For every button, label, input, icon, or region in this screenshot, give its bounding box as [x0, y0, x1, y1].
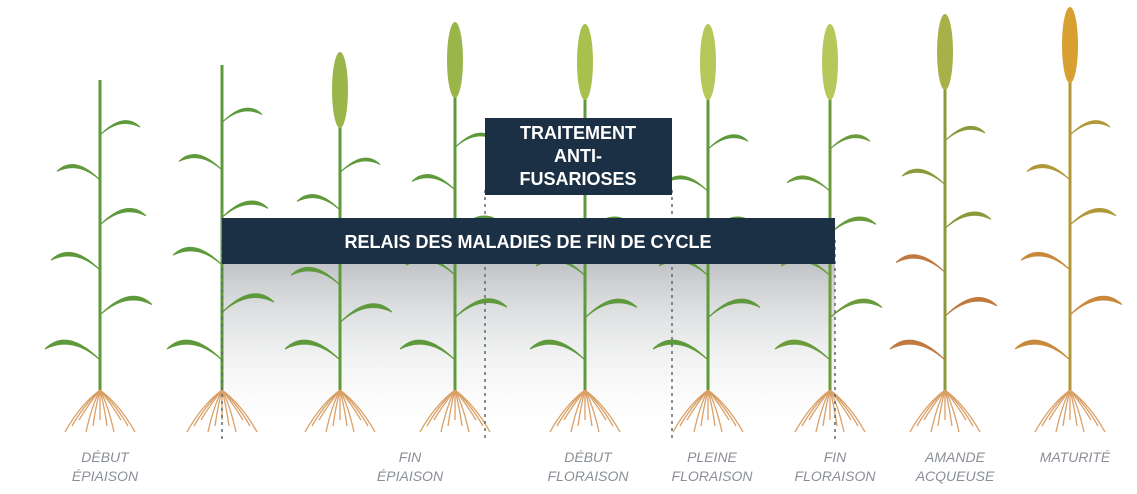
leaf — [944, 211, 992, 229]
root — [829, 389, 866, 433]
root — [707, 389, 744, 433]
leaf — [774, 339, 831, 361]
leaf — [290, 266, 341, 286]
treatment-line: FUSARIOSES — [519, 169, 636, 189]
leaf — [99, 120, 141, 136]
leaf — [296, 194, 341, 211]
root — [1069, 389, 1106, 433]
leaf — [172, 246, 223, 266]
leaf — [829, 298, 883, 319]
leaf — [166, 339, 223, 361]
leaf — [339, 157, 381, 173]
leaf — [50, 251, 101, 271]
root — [937, 389, 946, 427]
stage-label: FLORAISON — [672, 468, 754, 484]
stage-label: FLORAISON — [795, 468, 877, 484]
spike — [332, 52, 348, 128]
root — [577, 389, 586, 427]
leaf — [99, 207, 147, 226]
stage-labels: DÉBUT ÉPIAISON FIN ÉPIAISON DÉBUT FLORAISON PL… — [72, 449, 1111, 484]
banner — [222, 218, 835, 264]
leaf — [1069, 295, 1123, 316]
root — [92, 389, 101, 427]
root — [221, 389, 258, 433]
root — [99, 389, 136, 433]
leaf — [221, 200, 269, 218]
leaf — [1014, 339, 1071, 361]
leaf — [221, 293, 275, 313]
spike — [700, 24, 716, 100]
leaf — [99, 295, 153, 316]
plant — [889, 14, 998, 433]
leaf — [1026, 164, 1071, 181]
spike — [1062, 7, 1078, 83]
leaf — [284, 339, 341, 361]
treatment-line: ANTI- — [554, 146, 602, 166]
spike — [822, 24, 838, 100]
leaf — [944, 297, 998, 317]
leaf — [221, 107, 263, 123]
stage-label: ÉPIAISON — [72, 468, 139, 484]
root — [1062, 389, 1071, 427]
leaf — [895, 254, 946, 273]
leaf — [652, 339, 709, 361]
plant — [166, 65, 275, 433]
leaf — [399, 339, 456, 361]
leaf — [1020, 251, 1071, 271]
treatment-line: TRAITEMENT — [520, 123, 636, 143]
disease-shade — [222, 262, 835, 442]
leaf — [454, 298, 508, 318]
stage-label: AMANDE — [924, 449, 986, 465]
root — [700, 389, 709, 427]
leaf — [707, 298, 761, 319]
leaf — [584, 298, 638, 319]
stage-label: DÉBUT — [81, 449, 130, 465]
leaf — [411, 174, 456, 191]
plant — [44, 80, 153, 433]
treatment-box — [485, 118, 672, 195]
root — [822, 389, 831, 427]
leaf — [529, 339, 586, 361]
stage-label: ÉPIAISON — [377, 468, 444, 484]
leaf — [829, 216, 877, 234]
spike — [577, 24, 593, 100]
leaf — [901, 168, 946, 186]
stage-label: DÉBUT — [564, 449, 613, 465]
stage-label: FIN — [824, 449, 847, 465]
leaf — [339, 303, 393, 323]
root — [584, 389, 621, 433]
root — [214, 389, 223, 427]
root — [447, 389, 456, 427]
root — [454, 389, 491, 433]
banner-text: RELAIS DES MALADIES DE FIN DE CYCLE — [344, 232, 711, 252]
leaf — [889, 339, 946, 361]
stage-label: PLEINE — [687, 449, 737, 465]
root — [339, 389, 376, 433]
leaf — [829, 134, 871, 150]
spike — [937, 14, 953, 90]
stage-label: FLORAISON — [548, 468, 630, 484]
leaf — [1069, 120, 1111, 136]
stage-label: FIN — [399, 449, 422, 465]
root — [332, 389, 341, 427]
spike — [447, 22, 463, 98]
leaf — [44, 339, 101, 361]
leaf — [786, 175, 831, 192]
stage-label: MATURITÉ — [1040, 449, 1111, 465]
leaf — [707, 134, 749, 150]
plant — [1014, 7, 1123, 433]
leaf — [1069, 207, 1117, 226]
leaf — [178, 154, 223, 171]
leaf — [56, 164, 101, 181]
stage-label: ACQUEUSE — [915, 468, 995, 484]
leaf — [944, 125, 986, 142]
plant — [284, 52, 393, 433]
root — [944, 389, 981, 433]
